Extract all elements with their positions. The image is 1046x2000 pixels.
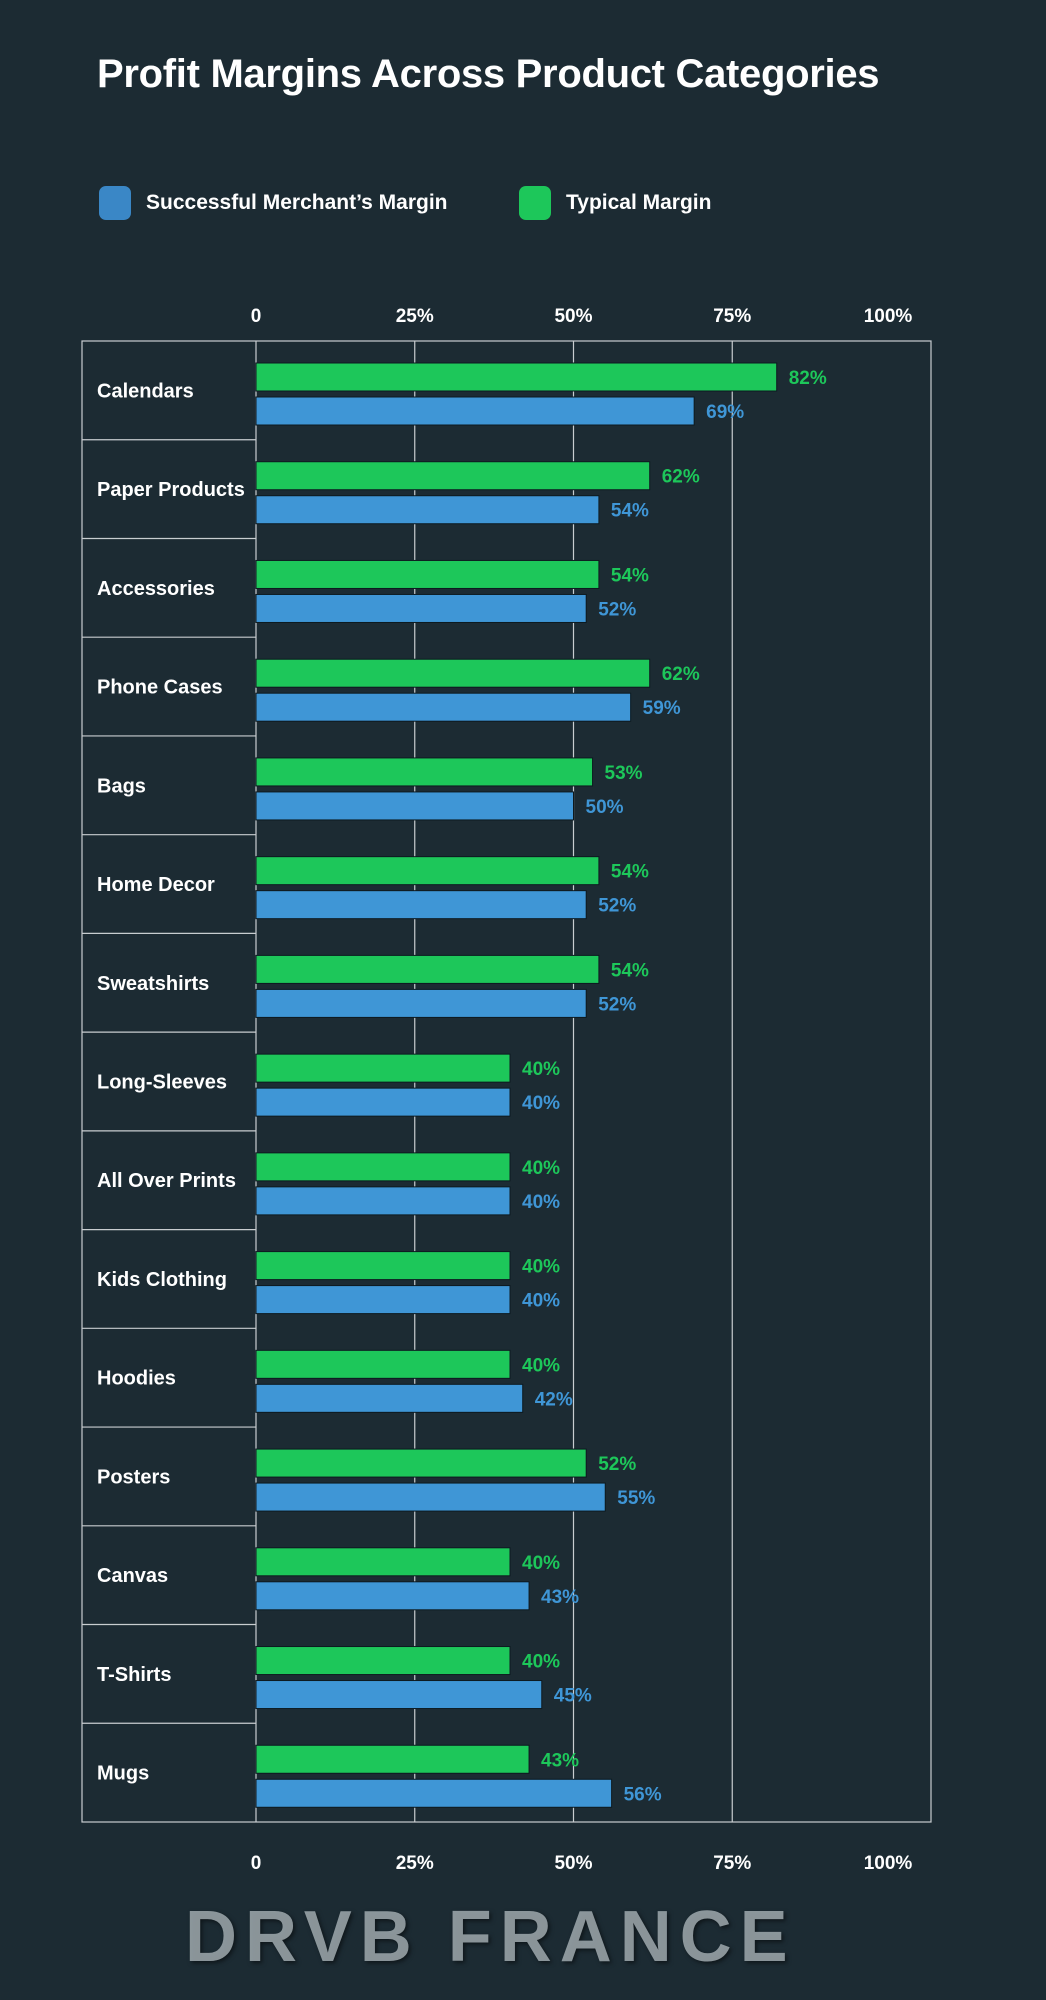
category-label: Canvas (97, 1565, 168, 1587)
legend-label: Successful Merchant’s Margin (146, 191, 448, 214)
bar-typical (255, 461, 651, 491)
chart-title: Profit Margins Across Product Categories (97, 52, 880, 96)
category-label: Accessories (97, 578, 215, 600)
bar-typical (255, 954, 600, 984)
category-label: Mugs (97, 1763, 149, 1785)
bar-successful (255, 1680, 543, 1710)
category-label: T-Shirts (97, 1664, 171, 1686)
bar-successful (255, 1285, 511, 1315)
bar-successful (255, 593, 587, 623)
bar-successful (255, 396, 695, 426)
data-label: 40% (522, 1257, 560, 1278)
data-label: 54% (611, 501, 649, 522)
bar-successful (255, 988, 587, 1018)
data-label: 56% (624, 1784, 662, 1805)
x-tick-label-bottom: 0 (251, 1853, 262, 1874)
data-label: 62% (662, 467, 700, 488)
category-label: Home Decor (97, 874, 215, 896)
category-label: Hoodies (97, 1368, 176, 1390)
category-label: Long-Sleeves (97, 1072, 227, 1094)
bar-typical (255, 1744, 530, 1774)
category-label: Kids Clothing (97, 1269, 227, 1291)
category-label: Calendars (97, 380, 194, 402)
bar-typical (255, 1448, 587, 1478)
bar-typical (255, 1646, 511, 1676)
bar-typical (255, 559, 600, 589)
data-label: 40% (522, 1059, 560, 1080)
legend-item-successful: Successful Merchant’s Margin (99, 186, 447, 220)
data-label: 40% (522, 1652, 560, 1673)
bar-successful (255, 1087, 511, 1117)
x-tick-label-bottom: 25% (396, 1853, 434, 1874)
legend-label: Typical Margin (566, 191, 712, 214)
data-label: 40% (522, 1158, 560, 1179)
legend-item-typical: Typical Margin (519, 186, 711, 220)
data-label: 52% (598, 599, 636, 620)
data-label: 55% (617, 1488, 655, 1509)
data-label: 52% (598, 1454, 636, 1475)
data-label: 54% (611, 565, 649, 586)
x-tick-label-bottom: 50% (554, 1853, 592, 1874)
category-label: Posters (97, 1466, 170, 1488)
category-label: Phone Cases (97, 677, 223, 699)
bar-typical (255, 1152, 511, 1182)
bar-successful (255, 692, 632, 722)
bar-typical (255, 1251, 511, 1281)
bar-successful (255, 1186, 511, 1216)
x-tick-label-top: 100% (864, 306, 913, 327)
data-label: 54% (611, 960, 649, 981)
data-label: 62% (662, 664, 700, 685)
data-label: 42% (535, 1389, 573, 1410)
bar-typical (255, 362, 778, 392)
category-label: All Over Prints (97, 1170, 236, 1192)
category-label: Sweatshirts (97, 973, 209, 995)
data-label: 52% (598, 994, 636, 1015)
bar-typical (255, 1349, 511, 1379)
bar-typical (255, 1547, 511, 1577)
x-tick-label-bottom: 100% (864, 1853, 913, 1874)
bar-successful (255, 1778, 613, 1808)
data-label: 40% (522, 1553, 560, 1574)
data-label: 52% (598, 896, 636, 917)
bar-successful (255, 791, 574, 821)
data-label: 40% (522, 1192, 560, 1213)
data-label: 59% (643, 698, 681, 719)
bar-successful (255, 890, 587, 920)
x-tick-label-top: 0 (251, 306, 262, 327)
bar-typical (255, 757, 594, 787)
data-label: 82% (789, 368, 827, 389)
plot-frame (81, 340, 932, 1823)
bar-successful (255, 1581, 530, 1611)
bar-typical (255, 1053, 511, 1083)
x-tick-label-top: 25% (396, 306, 434, 327)
category-label: Paper Products (97, 479, 245, 501)
data-label: 45% (554, 1686, 592, 1707)
data-label: 53% (605, 763, 643, 784)
data-label: 40% (522, 1355, 560, 1376)
data-label: 69% (706, 402, 744, 423)
bar-successful (255, 1482, 606, 1512)
data-label: 40% (522, 1291, 560, 1312)
x-tick-label-top: 75% (713, 306, 751, 327)
x-tick-label-top: 50% (554, 306, 592, 327)
bar-successful (255, 1383, 524, 1413)
bar-typical (255, 856, 600, 886)
legend-swatch-blue (99, 186, 131, 220)
data-label: 43% (541, 1750, 579, 1771)
category-label: Bags (97, 775, 146, 797)
data-label: 43% (541, 1587, 579, 1608)
data-label: 40% (522, 1093, 560, 1114)
x-tick-label-bottom: 75% (713, 1853, 751, 1874)
data-label: 50% (586, 797, 624, 818)
bar-typical (255, 658, 651, 688)
bar-successful (255, 495, 600, 525)
data-label: 54% (611, 862, 649, 883)
legend-swatch-green (519, 186, 551, 220)
